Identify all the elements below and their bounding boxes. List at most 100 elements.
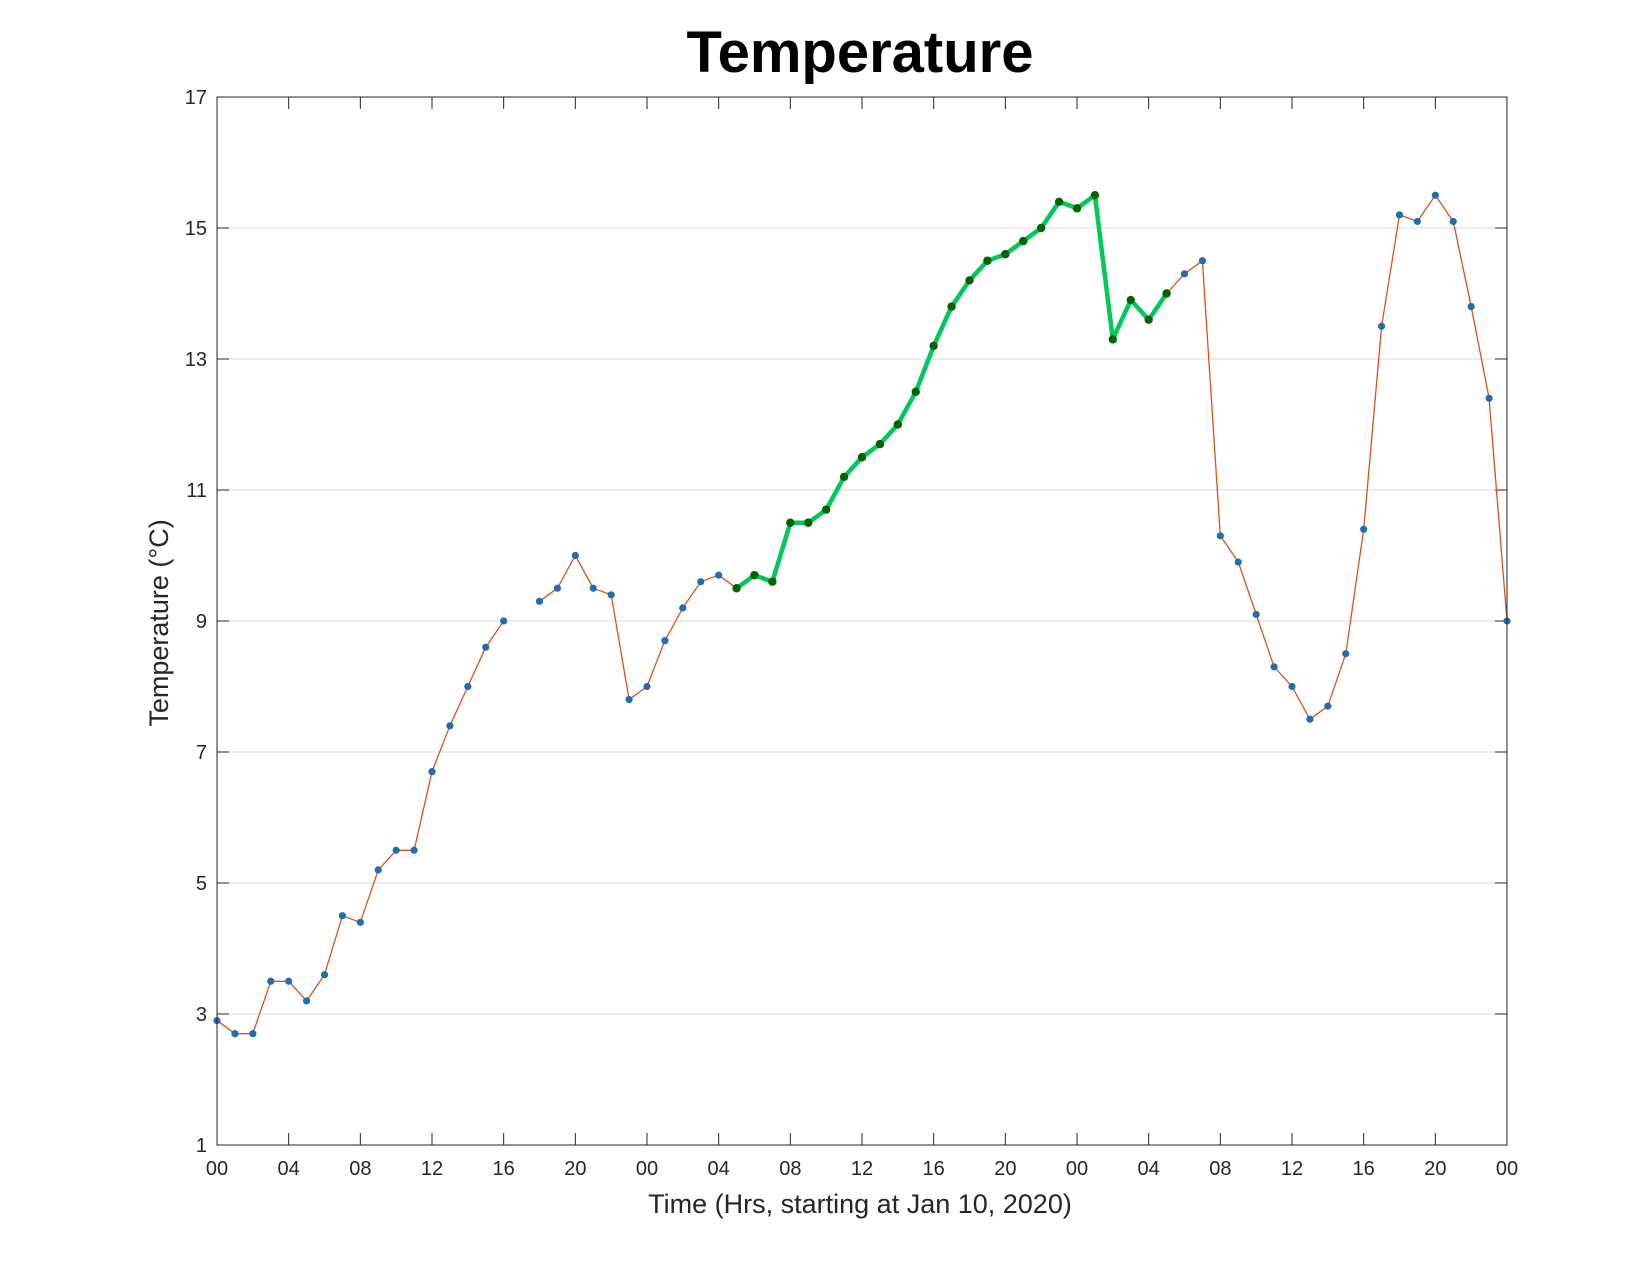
temperature-point	[428, 768, 436, 776]
highlight-point	[804, 518, 813, 527]
highlight-point	[1072, 204, 1082, 213]
chart-title: Temperature	[686, 20, 1033, 85]
highlight-point	[1036, 223, 1046, 233]
y-tick-label: 15	[185, 218, 207, 240]
temperature-point	[267, 977, 275, 985]
temperature-point	[571, 551, 579, 560]
temperature-point	[464, 682, 472, 691]
y-tick-label: 9	[196, 611, 207, 633]
temperature-point	[1324, 702, 1332, 710]
x-tick-label: 04	[278, 1158, 300, 1180]
y-axis-label: Temperature (°C)	[144, 519, 174, 726]
temperature-point	[1234, 558, 1242, 566]
temperature-point	[374, 866, 382, 874]
highlight-point	[1019, 236, 1028, 246]
highlight-point	[1144, 315, 1153, 324]
x-tick-label: 16	[493, 1158, 515, 1180]
highlight-point	[947, 302, 956, 311]
temperature-point	[535, 597, 544, 605]
highlight-point	[893, 420, 903, 429]
highlight-point	[911, 387, 920, 396]
highlight-point	[750, 570, 759, 580]
series-highlight	[732, 191, 1171, 593]
temperature-point	[1270, 663, 1278, 671]
temperature-point	[302, 997, 311, 1005]
temperature-point	[446, 722, 454, 730]
highlight-point	[839, 472, 849, 482]
temperature-point	[500, 617, 508, 625]
y-tick-label: 7	[196, 742, 207, 764]
x-tick-label: 00	[1066, 1158, 1088, 1180]
plot-frame	[216, 96, 1508, 1146]
x-tick-label: 12	[851, 1158, 873, 1180]
temperature-point	[392, 846, 400, 854]
x-tick-label: 04	[1138, 1158, 1160, 1180]
y-tick-label: 1	[196, 1135, 207, 1157]
temperature-point	[231, 1030, 239, 1038]
x-tick-label: 16	[1353, 1158, 1375, 1180]
temperature-point	[1449, 217, 1457, 226]
x-tick-label: 00	[1496, 1158, 1518, 1180]
highlight-point	[875, 439, 885, 449]
temperature-point	[643, 682, 651, 691]
x-tick-label: 08	[779, 1158, 801, 1180]
highlight-point	[929, 341, 938, 351]
highlight-point	[768, 577, 777, 586]
temperature-point	[1288, 682, 1296, 691]
highlight-point	[1162, 289, 1171, 298]
temperature-point	[249, 1030, 257, 1038]
x-axis: 00 04 08 12 16 20 00 04 08 12 16 20 00 04 08 12 16 20 00	[206, 97, 1518, 1180]
x-tick-label: 20	[994, 1158, 1016, 1180]
x-axis-label: Time (Hrs, starting at Jan 10, 2020)	[648, 1189, 1072, 1219]
highlight-point	[1001, 250, 1010, 259]
highlight-point	[786, 518, 795, 527]
series-main	[213, 191, 1511, 1038]
temperature-point	[482, 643, 490, 651]
x-tick-label: 08	[1209, 1158, 1231, 1180]
temperature-point	[1198, 257, 1207, 265]
y-tick-label: 11	[186, 480, 207, 502]
temperature-point	[1431, 191, 1439, 199]
x-tick-label: 08	[349, 1158, 371, 1180]
temperature-point	[1467, 303, 1475, 311]
x-tick-label: 12	[1281, 1158, 1303, 1180]
temperature-point	[715, 571, 723, 579]
highlight-point	[983, 256, 992, 265]
x-tick-label: 20	[564, 1158, 586, 1180]
x-tick-label: 12	[421, 1158, 443, 1180]
highlight-point	[821, 505, 831, 514]
highlight-point	[1054, 197, 1064, 206]
highlight-point	[1108, 335, 1118, 344]
y-tick-label: 5	[196, 873, 207, 895]
temperature-point	[1413, 217, 1422, 226]
temperature-point	[1306, 715, 1314, 723]
temperature-point	[1377, 322, 1386, 330]
y-tick-label: 13	[185, 349, 207, 371]
temperature-point	[338, 912, 347, 920]
x-tick-label: 20	[1424, 1158, 1446, 1180]
x-tick-label: 00	[206, 1158, 228, 1180]
temperature-point	[320, 971, 329, 979]
x-tick-label: 00	[636, 1158, 658, 1180]
temperature-point	[553, 584, 562, 592]
temperature-line	[216, 194, 1508, 1035]
highlight-line	[734, 193, 1169, 591]
temperature-point	[1395, 211, 1404, 219]
highlight-point	[1126, 295, 1135, 305]
temperature-point	[661, 637, 669, 645]
temperature-point	[1360, 525, 1368, 533]
highlight-point	[732, 584, 741, 593]
highlight-point	[857, 453, 867, 462]
temperature-point	[1485, 394, 1493, 402]
highlight-point	[965, 276, 974, 285]
temperature-point	[1180, 270, 1189, 278]
temperature-point	[697, 578, 705, 586]
temperature-point	[1342, 650, 1350, 658]
temperature-point	[625, 696, 633, 704]
y-tick-label: 17	[185, 87, 207, 109]
temperature-point	[356, 918, 364, 926]
temperature-point	[589, 584, 597, 592]
x-tick-label: 16	[923, 1158, 945, 1180]
temperature-point	[410, 846, 418, 854]
